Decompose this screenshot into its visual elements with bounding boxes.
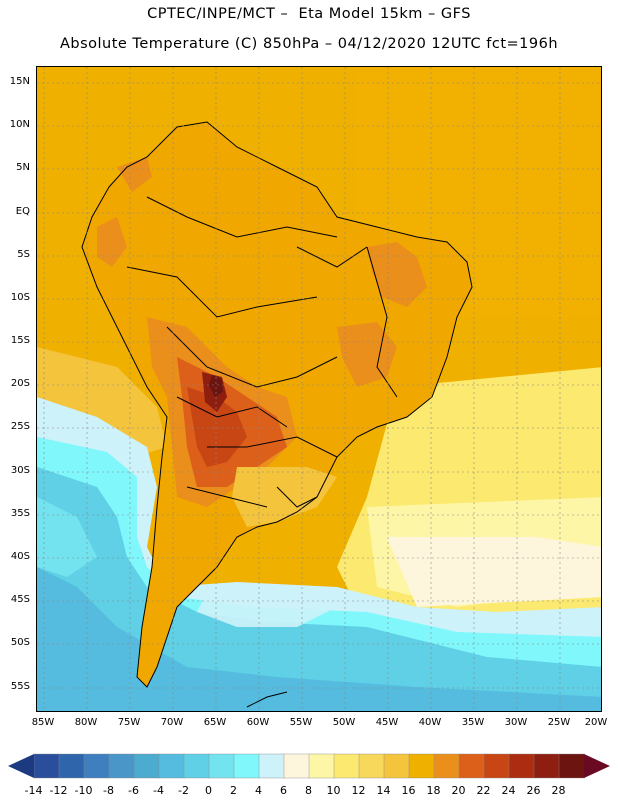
colorbar-label: 24: [501, 784, 516, 797]
colorbar-cell: [33, 753, 60, 779]
lat-label: 10N: [9, 119, 30, 130]
colorbar-label: -14: [24, 784, 43, 797]
lon-label: 65W: [203, 717, 227, 728]
colorbar-label: 16: [401, 784, 416, 797]
pacific-cold-patch: [37, 497, 97, 577]
lat-label: 20S: [10, 378, 30, 389]
lat-label: 10S: [10, 292, 30, 303]
colorbar: [8, 753, 610, 779]
colorbar-cell: [133, 753, 160, 779]
lat-label: 35S: [10, 508, 30, 519]
graticule: [37, 67, 601, 711]
colorbar-cell: [283, 753, 310, 779]
lat-label: 55S: [10, 681, 30, 692]
colorbar-cell: [158, 753, 185, 779]
lat-label: 15S: [10, 335, 30, 346]
colorbar-cell: [83, 753, 110, 779]
chart-title-line1: CPTEC/INPE/MCT – Eta Model 15km – GFS: [147, 6, 471, 22]
lon-label: 25W: [547, 717, 571, 728]
lat-label: 45S: [10, 594, 30, 605]
colorbar-cell: [333, 753, 360, 779]
colorbar-cell: [408, 753, 435, 779]
lon-label: 30W: [504, 717, 528, 728]
colorbar-label: -8: [103, 784, 114, 797]
colorbar-cell: [383, 753, 410, 779]
map-panel: [36, 66, 602, 712]
colorbar-label: 8: [305, 784, 312, 797]
colorbar-cell: [433, 753, 460, 779]
colorbar-label: 0: [205, 784, 212, 797]
venezuela-warm: [117, 157, 152, 192]
colorbar-label: 4: [255, 784, 262, 797]
colorbar-cell: [533, 753, 560, 779]
lon-label: 85W: [31, 717, 55, 728]
heat-core: [209, 375, 223, 397]
colorbar-cell: [183, 753, 210, 779]
colorbar-cell: [458, 753, 485, 779]
lon-label: 60W: [246, 717, 270, 728]
colorbar-label: -6: [128, 784, 139, 797]
colorbar-cell: [508, 753, 535, 779]
colorbar-label: 22: [476, 784, 491, 797]
colorbar-cell: [108, 753, 135, 779]
colorbar-cells: [33, 753, 585, 779]
central-brazil-warm: [337, 322, 397, 387]
uruguay-yellow: [232, 467, 337, 527]
colorbar-label: 26: [526, 784, 541, 797]
colorbar-cell: [208, 753, 235, 779]
colorbar-cell: [308, 753, 335, 779]
colorbar-label: 12: [351, 784, 366, 797]
lat-label: EQ: [15, 206, 30, 217]
ne-brazil-warm: [367, 242, 427, 307]
cold-band-deep: [37, 567, 601, 711]
colorbar-cell: [483, 753, 510, 779]
chart-title-line2: Absolute Temperature (C) 850hPa – 04/12/…: [59, 36, 559, 52]
cold-band-blue: [37, 467, 601, 711]
colorbar-cell: [358, 753, 385, 779]
colorbar-label: 18: [426, 784, 441, 797]
lon-label: 40W: [418, 717, 442, 728]
temperature-map: [37, 67, 601, 711]
lat-label: 5S: [17, 249, 30, 260]
colorbar-label: 28: [551, 784, 566, 797]
colorbar-cell: [58, 753, 85, 779]
colorbar-cell: [258, 753, 285, 779]
atlantic-cream-band: [387, 537, 601, 607]
lat-label: 25S: [10, 421, 30, 432]
lat-label: 15N: [9, 76, 30, 87]
andes-north-warm: [97, 217, 127, 267]
colorbar-label: -2: [178, 784, 189, 797]
coastlines: [81, 121, 473, 708]
colorbar-label: -10: [74, 784, 93, 797]
lon-label: 20W: [584, 717, 608, 728]
lat-label: 5N: [16, 162, 30, 173]
colorbar-label: -4: [153, 784, 164, 797]
colorbar-over-arrow: [584, 754, 610, 778]
lon-label: 80W: [74, 717, 98, 728]
lat-label: 30S: [10, 465, 30, 476]
colorbar-label: 6: [280, 784, 287, 797]
lon-label: 45W: [375, 717, 399, 728]
colorbar-label: 10: [326, 784, 341, 797]
colorbar-under-arrow: [8, 754, 34, 778]
lon-label: 75W: [117, 717, 141, 728]
colorbar-cell: [558, 753, 585, 779]
colorbar-label: 2: [230, 784, 237, 797]
lon-label: 50W: [332, 717, 356, 728]
lon-label: 55W: [289, 717, 313, 728]
colorbar-label: 20: [451, 784, 466, 797]
colorbar-label: 14: [376, 784, 391, 797]
colorbar-label: -12: [49, 784, 68, 797]
colorbar-cell: [233, 753, 260, 779]
lat-label: 50S: [10, 637, 30, 648]
lat-label: 40S: [10, 551, 30, 562]
lon-label: 35W: [461, 717, 485, 728]
lon-label: 70W: [160, 717, 184, 728]
